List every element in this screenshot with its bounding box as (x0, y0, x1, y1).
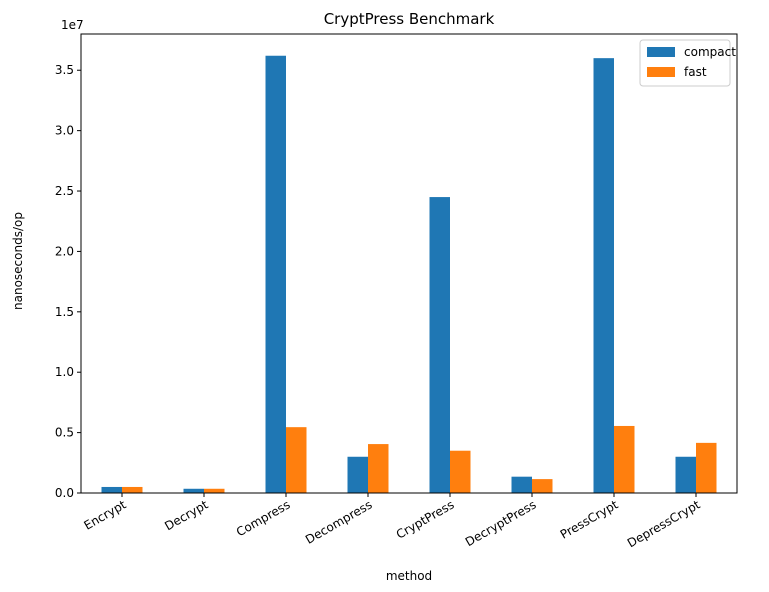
bar-fast-decrypt (204, 488, 225, 493)
y-tick-label: 1.5 (55, 305, 74, 319)
x-tick-label-depresscrypt: DepressCrypt (625, 497, 703, 550)
chart-title: CryptPress Benchmark (324, 10, 495, 28)
bar-compact-cryptpress (429, 197, 450, 493)
y-tick-label: 3.0 (55, 124, 74, 138)
y-axis-label: nanoseconds/op (11, 212, 25, 310)
y-tick-label: 3.5 (55, 63, 74, 77)
legend-swatch-compact (647, 47, 675, 57)
bar-compact-decrypt (183, 488, 204, 493)
bar-fast-decompress (368, 444, 389, 493)
bar-fast-depresscrypt (696, 442, 717, 493)
legend-swatch-fast (647, 67, 675, 77)
bar-compact-presscrypt (593, 58, 614, 493)
y-offset-label: 1e7 (61, 18, 84, 32)
x-tick-label-encrypt: Encrypt (82, 497, 129, 532)
y-tick-label: 1.0 (55, 365, 74, 379)
y-tick-label: 2.5 (55, 184, 74, 198)
x-axis-label: method (386, 569, 432, 583)
bar-compact-depresscrypt (675, 456, 696, 493)
legend-label-compact: compact (684, 45, 736, 59)
bar-fast-compress (286, 427, 307, 493)
bar-fast-presscrypt (614, 425, 635, 493)
legend-label-fast: fast (684, 65, 707, 79)
y-tick-label: 2.0 (55, 244, 74, 258)
x-tick-label-compress: Compress (234, 497, 293, 539)
x-tick-label-decrypt: Decrypt (162, 497, 210, 533)
bar-compact-encrypt (101, 486, 122, 493)
x-tick-label-presscrypt: PressCrypt (558, 497, 621, 541)
x-tick-label-decompress: Decompress (303, 497, 374, 546)
y-tick-label: 0.5 (55, 426, 74, 440)
bar-fast-cryptpress (450, 450, 471, 493)
legend: compact fast (639, 39, 736, 87)
axes-frame (80, 33, 738, 494)
x-tick-label-cryptpress: CryptPress (394, 497, 457, 541)
bar-fast-encrypt (122, 486, 143, 493)
y-tick-label: 0.0 (55, 486, 74, 500)
bar-compact-compress (265, 55, 286, 494)
bar-compact-decompress (347, 456, 368, 493)
bar-compact-decryptpress (511, 476, 532, 493)
plot-area: 0.0 0.5 1.0 1.5 2.0 2.5 3.0 3.5 Encrypt Decrypt Co… (55, 33, 738, 550)
bar-fast-decryptpress (532, 479, 553, 493)
x-tick-label-decryptpress: DecryptPress (463, 497, 539, 549)
